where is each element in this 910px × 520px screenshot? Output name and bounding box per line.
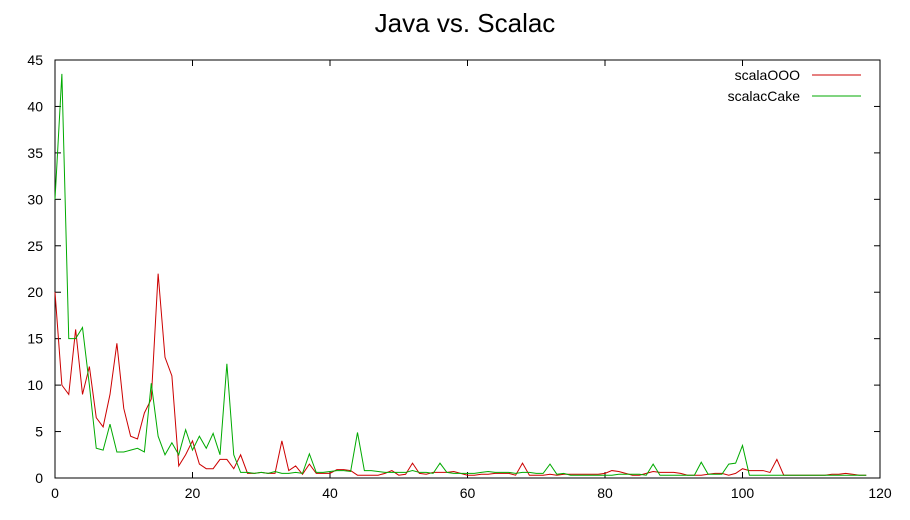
legend-label-scalacCake: scalacCake <box>728 88 801 104</box>
chart-title: Java vs. Scalac <box>375 8 556 38</box>
y-tick-label: 25 <box>27 238 43 254</box>
x-tick-label: 0 <box>51 485 59 501</box>
x-tick-label: 40 <box>322 485 338 501</box>
x-tick-label: 120 <box>868 485 892 501</box>
series-line-scalacCake <box>54 73 867 476</box>
plot-frame <box>54 59 881 479</box>
y-tick-label: 10 <box>27 377 43 393</box>
axes <box>54 59 881 479</box>
legend: scalaOOO scalacCake <box>728 67 861 104</box>
series-line-scalaOOO <box>54 273 867 476</box>
y-tick-label: 40 <box>27 98 43 114</box>
y-tick-label: 30 <box>27 191 43 207</box>
axis-ticks: 0 20 40 60 80 100 120 0 5 10 15 20 25 30 35 40 45 <box>27 52 891 501</box>
legend-label-scalaOOO: scalaOOO <box>735 67 800 83</box>
series-layer <box>54 73 867 476</box>
x-tick-label: 20 <box>185 485 201 501</box>
x-tick-label: 80 <box>597 485 613 501</box>
y-tick-label: 5 <box>35 424 43 440</box>
y-tick-label: 20 <box>27 284 43 300</box>
x-tick-label: 60 <box>460 485 476 501</box>
y-tick-label: 35 <box>27 145 43 161</box>
y-tick-label: 45 <box>27 52 43 68</box>
y-tick-label: 15 <box>27 331 43 347</box>
y-tick-label: 0 <box>35 470 43 486</box>
x-tick-label: 100 <box>731 485 755 501</box>
